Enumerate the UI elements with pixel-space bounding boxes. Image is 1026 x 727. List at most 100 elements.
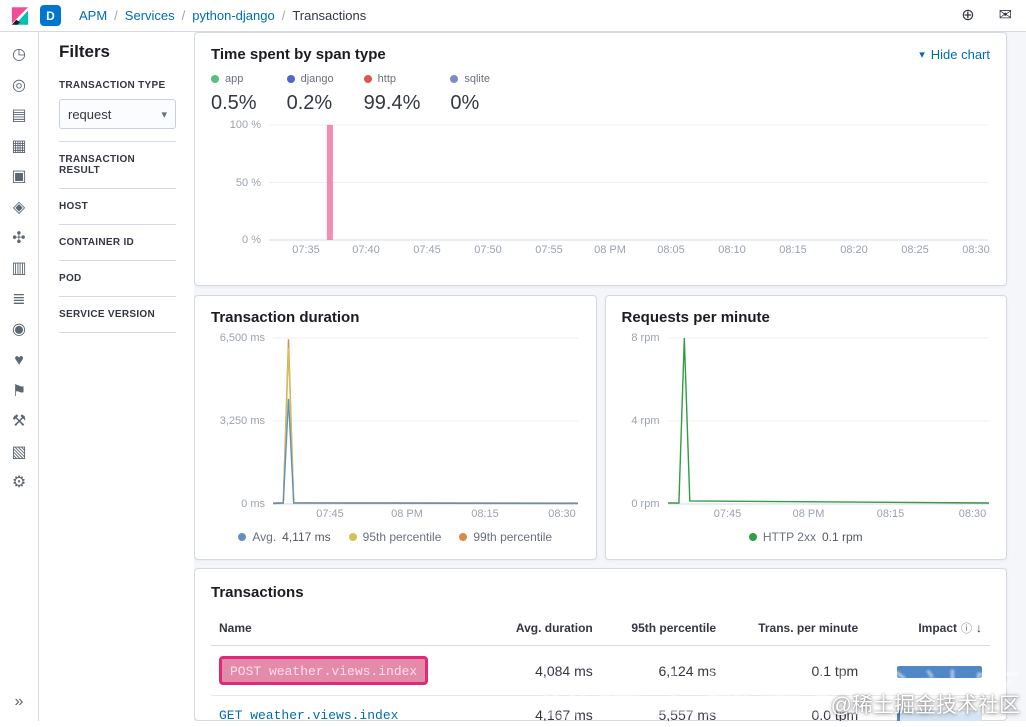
collapse-nav-icon[interactable]: » (14, 693, 24, 710)
x-axis-label: 08:05 (657, 244, 685, 256)
breadcrumb-services[interactable]: Services (124, 8, 175, 23)
top-header: D APM / Services / python-django / Transaction… (0, 0, 1026, 32)
x-axis-label: 07:35 (292, 244, 320, 256)
column-trans-per-minute[interactable]: Trans. per minute (724, 611, 867, 646)
span-legend-column-sqlite: sqlite 0% (450, 73, 490, 115)
rpm-legend: HTTP 2xx 0.1 rpm (622, 530, 991, 544)
avg-duration-cell: 4,084 ms (486, 645, 601, 696)
filter-divider (59, 296, 176, 297)
sort-desc-icon: ↓ (976, 621, 982, 635)
transaction-type-select[interactable]: request ▾ (59, 99, 176, 129)
kibana-logo-svg (11, 6, 29, 25)
filter-label-transaction-result: TRANSACTION RESULT (59, 154, 136, 176)
legend-value: 4,117 ms (282, 530, 331, 544)
hide-chart-link[interactable]: ▾ Hide chart (919, 47, 990, 62)
machine-learning-icon[interactable]: ✣ (12, 229, 26, 247)
y-axis-label: 0 rpm (631, 498, 660, 510)
y-axis-label: 100 % (229, 119, 261, 131)
y-axis-label: 0 ms (241, 498, 265, 510)
impact-cell (866, 695, 990, 721)
x-axis-label: 08:15 (471, 508, 499, 520)
breadcrumb-python-django[interactable]: python-django (192, 8, 275, 23)
span-type-card-header: Time spent by span type ▾ Hide chart (211, 46, 990, 63)
apm-icon[interactable]: ◉ (12, 321, 26, 339)
legend-dot-icon (363, 75, 372, 83)
kibana-logo-icon[interactable] (10, 6, 30, 26)
column-label: Impact (918, 621, 957, 635)
info-icon: ⓘ (961, 623, 972, 635)
duration-chart[interactable]: 0 ms 3,250 ms 6,500 ms 07:45 08 PM 08:15 08:30 (211, 332, 580, 521)
span-percent: 0% (450, 92, 480, 114)
discover-icon[interactable]: ◎ (12, 76, 26, 94)
dashboard-icon[interactable]: ▦ (11, 137, 27, 155)
management-icon[interactable]: ⚙ (11, 474, 27, 492)
x-axis-label: 07:40 (352, 244, 380, 256)
legend-dot-icon (459, 533, 468, 541)
chevron-down-icon: ▾ (919, 49, 925, 61)
uptime-icon[interactable]: ♥ (14, 351, 24, 369)
legend-dot-icon (748, 533, 757, 541)
legend-label: sqlite (464, 73, 491, 85)
dev-tools-icon[interactable]: ⚒ (11, 413, 27, 431)
transactions-title: Transactions (211, 584, 304, 601)
legend-value: 0.1 rpm (821, 530, 863, 544)
legend-item: Avg. 4,117 ms (238, 530, 331, 544)
filter-divider (59, 141, 176, 142)
visualize-icon[interactable]: ▤ (11, 107, 27, 125)
x-axis-label: 08 PM (391, 508, 423, 520)
span-type-chart[interactable]: 0 % 50 % 100 % 07:35 07:40 07:45 07:50 07:55 08 … (211, 119, 990, 257)
header-icons: ⊕ ✉ (961, 6, 1012, 24)
table-row[interactable]: GET weather.views.index 4,167 ms 5,557 ms 0… (211, 695, 990, 721)
column-95th-percentile[interactable]: 95th percentile (600, 611, 725, 646)
breadcrumb-separator: / (281, 8, 286, 23)
x-axis-label: 08:15 (779, 244, 807, 256)
column-impact[interactable]: Impact ⓘ ↓ (866, 611, 990, 646)
y-axis-label: 8 rpm (631, 332, 660, 344)
filter-divider (59, 332, 176, 333)
infrastructure-icon[interactable]: ▥ (11, 260, 27, 278)
column-avg-duration[interactable]: Avg. duration (486, 611, 601, 646)
table-row[interactable]: POST weather.views.index 4,084 ms 6,124 ms… (211, 645, 990, 696)
transaction-link[interactable]: GET weather.views.index (219, 708, 399, 721)
transaction-duration-card: Transaction duration 0 ms 3,250 ms 6,500 m… (194, 295, 597, 560)
transactions-table: Name Avg. duration 95th percentile Trans. p… (211, 611, 990, 721)
recently-viewed-icon[interactable]: ◷ (12, 46, 26, 63)
breadcrumb-apm[interactable]: APM (79, 8, 108, 23)
p95-cell: 6,124 ms (600, 645, 725, 696)
globe-icon[interactable]: ⊕ (961, 6, 975, 24)
legend-label: HTTP 2xx (762, 530, 816, 544)
avg-duration-cell: 4,167 ms (486, 695, 601, 721)
tpm-cell: 0.0 tpm (724, 695, 867, 721)
legend-item: HTTP 2xx 0.1 rpm (748, 530, 863, 544)
name-cell: GET weather.views.index (211, 695, 487, 721)
x-axis-label: 07:55 (535, 244, 563, 256)
siem-icon[interactable]: ⚑ (11, 382, 27, 400)
column-name[interactable]: Name (211, 611, 487, 646)
filter-sections: TRANSACTION TYPE request ▾ TRANSACTION RESU… (59, 80, 176, 333)
filter-divider (59, 260, 176, 261)
chart-canvas (667, 337, 989, 505)
filter-divider (59, 188, 176, 189)
chart-canvas (272, 337, 579, 505)
legend-item: sqlite (450, 73, 490, 85)
stack-monitoring-icon[interactable]: ▧ (11, 443, 27, 461)
sidebar-icon-list: ◷ ◎ ▤ ▦ ▣ ◈ ✣ ▥ ≣ ◉ ♥ ⚑ ⚒ ▧ ⚙ (8, 46, 30, 492)
space-badge[interactable]: D (40, 5, 61, 26)
impact-cell (866, 645, 990, 696)
legend-item: http (363, 73, 421, 85)
maps-icon[interactable]: ◈ (12, 198, 26, 216)
span-legend-column-app: app 0.5% (211, 73, 257, 115)
select-value: request (68, 106, 112, 122)
legend-dot-icon (450, 75, 459, 83)
legend-dot-icon (348, 533, 357, 541)
rpm-chart[interactable]: 0 rpm 4 rpm 8 rpm 07:45 08 PM 08:15 08:30 (622, 332, 991, 521)
logs-icon[interactable]: ≣ (12, 290, 26, 308)
legend-item: django (286, 73, 334, 85)
email-icon[interactable]: ✉ (998, 6, 1012, 24)
transaction-link[interactable]: POST weather.views.index (230, 664, 418, 679)
legend-label: django (300, 73, 334, 85)
impact-bar (897, 665, 982, 678)
p95-cell: 5,557 ms (600, 695, 725, 721)
canvas-icon[interactable]: ▣ (11, 168, 27, 186)
